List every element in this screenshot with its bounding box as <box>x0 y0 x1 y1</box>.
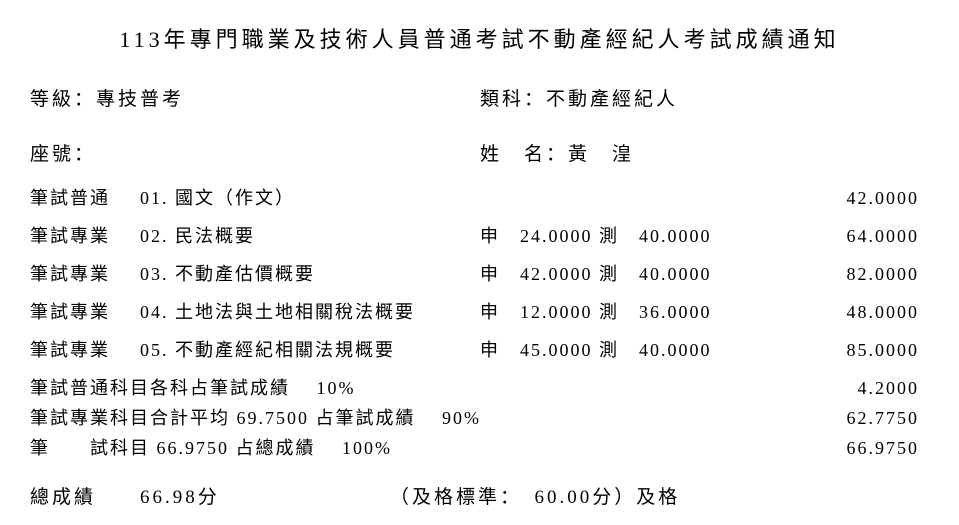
subject-type: 筆試普通 <box>30 184 140 210</box>
total-label: 總成績 <box>30 482 140 509</box>
summary-block: 筆試普通科目各科占筆試成績 10% 4.2000 筆試專業科目合計平均 69.7… <box>30 374 929 460</box>
subject-name: 04. 土地法與土地相關稅法概要 <box>140 298 480 324</box>
table-row: 筆試專業 04. 土地法與土地相關稅法概要 申 12.0000 測 36.000… <box>30 298 929 324</box>
subject-name: 05. 不動產經紀相關法規概要 <box>140 336 480 362</box>
category-block: 類科：不動產經紀人 <box>480 84 929 111</box>
total-row: 總成績 66.98分 （及格標準： 60.00分）及格 <box>30 482 929 509</box>
subject-score: 82.0000 <box>790 264 929 285</box>
summary-row: 筆試專業科目合計平均 69.7500 占筆試成績 90% 62.7750 <box>30 404 929 430</box>
page-title: 113年專門職業及技術人員普通考試不動產經紀人考試成績通知 <box>30 22 929 54</box>
subject-mid: 申 24.0000 測 40.0000 <box>480 222 790 248</box>
seat-label: 座號： <box>30 144 96 165</box>
subject-name: 01. 國文（作文） <box>140 184 480 210</box>
level-block: 等級：專技普考 <box>30 84 480 111</box>
category-label: 類科： <box>480 89 546 110</box>
table-row: 筆試普通 01. 國文（作文） 42.0000 <box>30 184 929 210</box>
total-score: 66.98分 <box>140 482 390 509</box>
level-value: 專技普考 <box>96 89 184 110</box>
summary-text: 筆 試科目 66.9750 占總成績 100% <box>30 434 809 460</box>
seat-block: 座號： <box>30 139 480 166</box>
name-label: 姓 名： <box>480 144 568 165</box>
total-standard: （及格標準： 60.00分）及格 <box>390 482 929 509</box>
summary-value: 62.7750 <box>809 408 929 429</box>
summary-row: 筆試普通科目各科占筆試成績 10% 4.2000 <box>30 374 929 400</box>
subject-type: 筆試專業 <box>30 260 140 286</box>
level-category-row: 等級：專技普考 類科：不動產經紀人 <box>30 84 929 111</box>
seat-name-row: 座號： 姓 名：黃 湟 <box>30 139 929 166</box>
subject-name: 03. 不動產估價概要 <box>140 260 480 286</box>
table-row: 筆試專業 03. 不動產估價概要 申 42.0000 測 40.0000 82.… <box>30 260 929 286</box>
subject-mid: 申 45.0000 測 40.0000 <box>480 336 790 362</box>
summary-text: 筆試普通科目各科占筆試成績 10% <box>30 374 809 400</box>
table-row: 筆試專業 05. 不動產經紀相關法規概要 申 45.0000 測 40.0000… <box>30 336 929 362</box>
subject-type: 筆試專業 <box>30 336 140 362</box>
summary-row: 筆 試科目 66.9750 占總成績 100% 66.9750 <box>30 434 929 460</box>
name-block: 姓 名：黃 湟 <box>480 139 929 166</box>
subject-score: 85.0000 <box>790 340 929 361</box>
subject-score: 64.0000 <box>790 226 929 247</box>
subject-name: 02. 民法概要 <box>140 222 480 248</box>
subjects-table: 筆試普通 01. 國文（作文） 42.0000 筆試專業 02. 民法概要 申 … <box>30 184 929 362</box>
summary-text: 筆試專業科目合計平均 69.7500 占筆試成績 90% <box>30 404 809 430</box>
subject-mid: 申 12.0000 測 36.0000 <box>480 298 790 324</box>
category-value: 不動產經紀人 <box>546 89 678 110</box>
table-row: 筆試專業 02. 民法概要 申 24.0000 測 40.0000 64.000… <box>30 222 929 248</box>
name-value: 黃 湟 <box>568 144 634 165</box>
subject-mid: 申 42.0000 測 40.0000 <box>480 260 790 286</box>
subject-type: 筆試專業 <box>30 222 140 248</box>
level-label: 等級： <box>30 89 96 110</box>
summary-value: 66.9750 <box>809 438 929 459</box>
subject-score: 42.0000 <box>790 188 929 209</box>
subject-score: 48.0000 <box>790 302 929 323</box>
summary-value: 4.2000 <box>809 378 929 399</box>
subject-type: 筆試專業 <box>30 298 140 324</box>
